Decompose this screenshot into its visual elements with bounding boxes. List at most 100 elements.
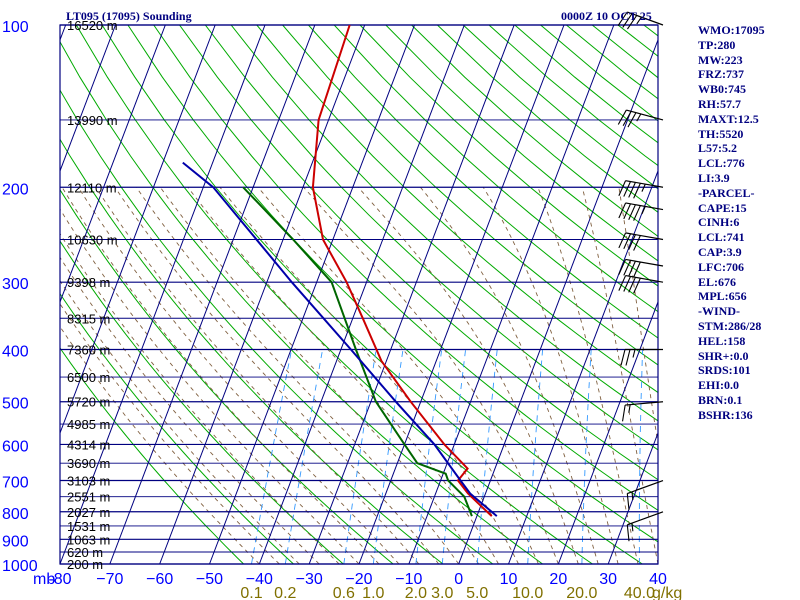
index-row: WB0:745 — [698, 82, 746, 97]
wind-barb — [617, 109, 664, 128]
index-row: MPL:656 — [698, 289, 747, 304]
mixing-ratio-label: 2.0 — [405, 585, 427, 600]
mixing-ratio-unit-label: g/kg — [652, 585, 682, 600]
index-row: MW:223 — [698, 52, 743, 67]
chart-timestamp: 0000Z 10 OCT 25 — [561, 9, 652, 23]
index-row: RH:57.7 — [698, 96, 741, 111]
isotherm-line — [60, 25, 116, 173]
height-label: 200 m — [67, 557, 103, 572]
chart-title: LT095 (17095) Sounding — [66, 9, 192, 23]
temperature-tick-label: -80 — [48, 571, 71, 588]
moist-adiabat-line — [114, 187, 440, 564]
isotherm-line — [408, 25, 615, 564]
isotherm-line — [607, 431, 658, 564]
index-row: CINH:6 — [698, 215, 740, 230]
pressure-unit-label: mb — [33, 571, 55, 588]
height-label: 4985 m — [67, 417, 110, 432]
moist-adiabat-line — [357, 186, 579, 564]
wind-barbs-layer — [617, 11, 664, 542]
height-label: 6500 m — [67, 370, 110, 385]
height-label: 620 m — [67, 545, 103, 560]
index-row: FRZ:737 — [698, 67, 744, 82]
height-label: 7360 m — [67, 343, 110, 358]
index-row: CAP:3.9 — [698, 244, 742, 259]
pressure-tick-label: 400 — [2, 344, 29, 361]
index-row: -WIND- — [698, 304, 740, 319]
moist-adiabat-line — [60, 256, 320, 564]
pressure-tick-label: 100 — [2, 19, 29, 36]
temperature-tick-label: −20 — [345, 571, 372, 588]
isotherm-line — [557, 300, 658, 564]
moist-adiabat-line — [135, 187, 460, 564]
moist-adiabat-line — [60, 232, 340, 564]
isobars — [60, 24, 658, 565]
moist-adiabat-line — [482, 187, 619, 564]
isotherm-line — [508, 169, 658, 564]
mixing-ratio-label: 40.0 — [624, 585, 655, 600]
pressure-tick-label: 1000 — [2, 558, 38, 575]
moist-adiabat-line — [187, 187, 499, 564]
wind-barb — [618, 202, 664, 221]
index-row: EL:676 — [698, 274, 737, 289]
index-row: CAPE:15 — [698, 200, 747, 215]
pressure-tick-label: 800 — [2, 506, 29, 523]
index-row: STM:286/28 — [698, 318, 762, 333]
temperature-tick-label: 40 — [649, 571, 667, 588]
profile-lines-layer — [182, 25, 498, 517]
height-label: 4314 m — [67, 437, 110, 452]
mixing-ratio-label: 0.1 — [240, 585, 262, 600]
isotherm-line — [109, 25, 316, 564]
height-label: 3103 m — [67, 474, 110, 489]
plot-frame — [59, 24, 659, 565]
mixing-ratio-label: 20.0 — [566, 585, 597, 600]
parcel-profile-line — [182, 161, 498, 517]
pressure-tick-label: 600 — [2, 438, 29, 455]
height-label: 16520 m — [67, 18, 118, 33]
wind-barb — [617, 11, 664, 30]
height-label: 9398 m — [67, 275, 110, 290]
index-row: LCL:776 — [698, 156, 745, 171]
index-row: SHR+:0.0 — [698, 348, 749, 363]
height-label: 13990 m — [67, 113, 118, 128]
index-row: WMO:17095 — [698, 23, 765, 37]
dry-adiabat-line — [60, 240, 344, 564]
temperature-tick-label: −10 — [395, 571, 422, 588]
height-label: 5720 m — [67, 395, 110, 410]
mixing-ratio-label: 5.0 — [466, 585, 488, 600]
isotherm-line — [308, 25, 515, 564]
index-row: BSHR:136 — [698, 407, 753, 422]
wind-barb — [622, 401, 664, 422]
isotherm-line — [209, 25, 415, 564]
moist-adiabat-line — [420, 187, 599, 564]
temperature-tick-label: 10 — [500, 571, 518, 588]
index-row: L57:5.2 — [698, 141, 737, 156]
pressure-tick-label: 900 — [2, 533, 29, 550]
mixing-ratio-label: 10.0 — [512, 585, 543, 600]
mixing-ratio-label: 3.0 — [431, 585, 453, 600]
isotherm-line — [60, 25, 166, 304]
mixing-ratio-label: 0.6 — [333, 585, 355, 600]
dry-adiabat-line — [153, 25, 658, 511]
pressure-tick-label: 300 — [2, 276, 29, 293]
pressure-tick-label: 700 — [2, 475, 29, 492]
grid-layer — [59, 24, 659, 565]
isotherm-line — [358, 25, 565, 564]
height-label: 1063 m — [67, 532, 110, 547]
moist-adiabat-line — [537, 187, 639, 564]
mixing-ratio-line — [476, 349, 498, 564]
temperature-tick-label: 30 — [599, 571, 617, 588]
index-row: HEL:158 — [698, 333, 746, 348]
isotherm-line — [60, 25, 266, 564]
moist-adiabat-line — [618, 187, 658, 447]
mixing-ratio-line — [527, 349, 544, 564]
index-row: TP:280 — [698, 37, 736, 52]
isotherm-line — [458, 38, 658, 564]
mixing-ratio-lines — [251, 349, 644, 564]
height-label: 2551 m — [67, 490, 110, 505]
mixing-ratio-line — [284, 349, 324, 564]
indices-panel: WMO:17095 TP:280 MW:223 FRZ:737 WB0:745 RH:57… — [698, 23, 798, 423]
index-row: BRN:0.1 — [698, 392, 743, 407]
temperature-tick-label: −70 — [96, 571, 123, 588]
index-row: LCL:741 — [698, 230, 745, 245]
